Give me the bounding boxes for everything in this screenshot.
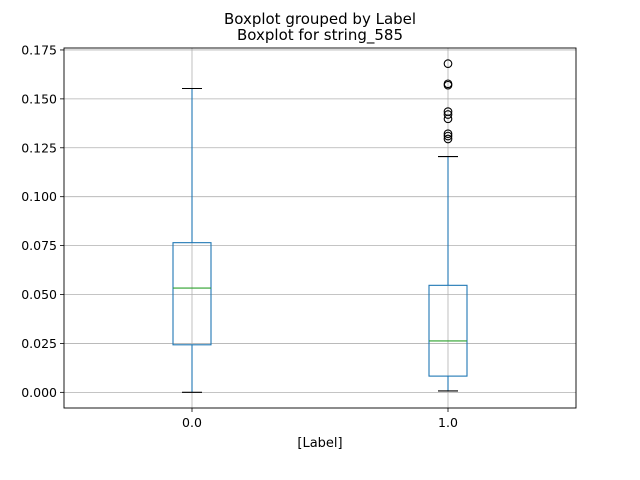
outlier-point	[443, 129, 453, 139]
chart-subtitle: Boxplot for string_585	[237, 26, 403, 45]
outlier-point	[443, 134, 453, 144]
x-axis-label: [Label]	[297, 436, 342, 451]
outlier-point	[443, 131, 453, 141]
outlier-point	[443, 59, 453, 69]
outlier-point	[443, 107, 453, 116]
box-iqr	[172, 242, 212, 346]
y-tick-label: 0.150	[21, 91, 57, 106]
y-tick-label: 0.175	[21, 42, 57, 57]
axes-frame	[63, 47, 577, 409]
y-tick-label: 0.000	[21, 385, 57, 400]
outlier-point	[443, 110, 453, 119]
y-tick-label: 0.075	[21, 238, 57, 253]
x-tick-label: 1.0	[438, 415, 458, 430]
outlier-point	[443, 79, 453, 89]
y-tick-label: 0.125	[21, 140, 57, 155]
x-tick-label: 0.0	[182, 415, 202, 430]
chart-title: Boxplot grouped by Label	[224, 10, 416, 28]
plot-area: 0.000 0.025 0.050 0.075 0.100 0.125 0.150 0.175…	[21, 42, 577, 430]
y-tick-label: 0.100	[21, 189, 57, 204]
y-tick-label: 0.025	[21, 336, 57, 351]
box-iqr	[428, 284, 468, 377]
y-tick-label: 0.050	[21, 287, 57, 302]
